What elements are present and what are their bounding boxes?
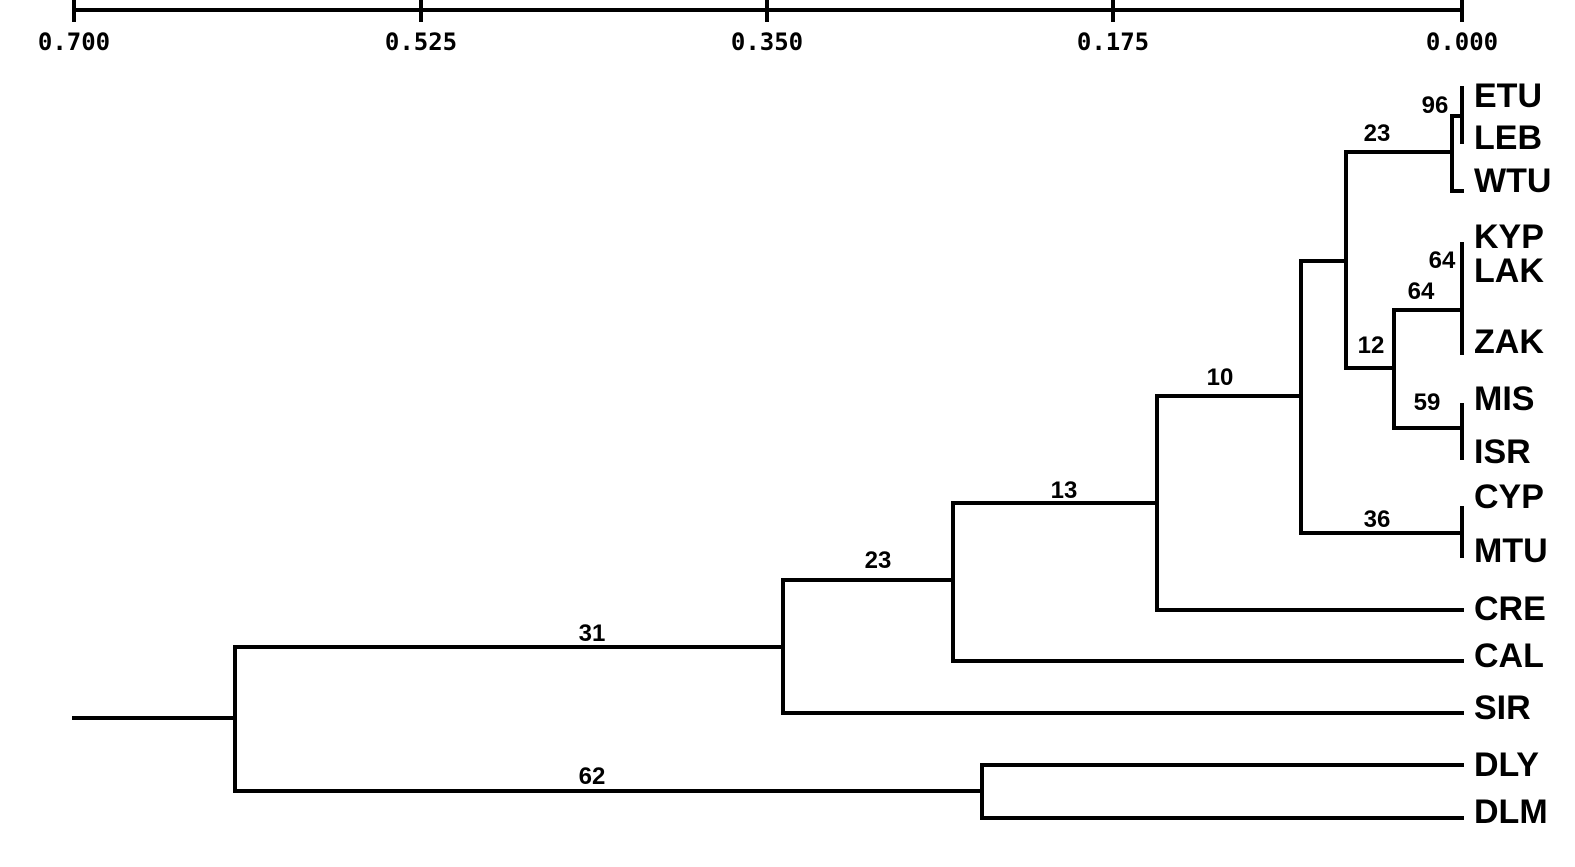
tip-label-leb: LEB [1474,119,1542,157]
tip-label-dly: DLY [1474,746,1539,784]
tip-label-wtu: WTU [1474,162,1551,200]
bootstrap-label: 23 [865,547,892,574]
bootstrap-label: 64 [1429,247,1456,274]
bootstrap-label: 62 [579,763,606,790]
bootstrap-label: 31 [579,620,606,647]
bootstrap-label: 36 [1364,506,1391,533]
tip-label-lak: LAK [1474,252,1544,290]
bootstrap-label: 13 [1051,477,1078,504]
bootstrap-label: 59 [1414,389,1441,416]
scale-axis: 0.700 0.525 0.350 0.175 0.000 [38,0,1498,56]
scale-tick-label: 0.350 [731,28,803,56]
tip-label-dlm: DLM [1474,793,1548,831]
tip-label-etu: ETU [1474,77,1542,115]
bootstrap-label: 96 [1422,92,1449,119]
scale-tick-label: 0.175 [1077,28,1149,56]
tip-label-sir: SIR [1474,689,1531,727]
scale-tick-label: 0.000 [1426,28,1498,56]
bootstrap-label: 12 [1358,332,1385,359]
bootstrap-label: 10 [1207,364,1234,391]
tip-label-zak: ZAK [1474,323,1544,361]
tip-label-kyp: KYP [1474,218,1544,256]
tip-label-cal: CAL [1474,637,1544,675]
tip-label-isr: ISR [1474,433,1531,471]
tip-label-mtu: MTU [1474,532,1548,570]
tree-branches [72,86,1464,820]
bootstrap-label: 23 [1364,120,1391,147]
tip-label-mis: MIS [1474,380,1534,418]
tip-label-cyp: CYP [1474,478,1544,516]
bootstrap-labels: 96 23 64 64 59 12 36 10 13 23 31 62 [579,92,1456,790]
tip-label-cre: CRE [1474,590,1546,628]
scale-tick-label: 0.525 [385,28,457,56]
scale-tick-label: 0.700 [38,28,110,56]
tip-labels: ETU LEB WTU KYP LAK ZAK MIS ISR CYP MTU … [1474,77,1551,831]
bootstrap-label: 64 [1408,278,1435,305]
